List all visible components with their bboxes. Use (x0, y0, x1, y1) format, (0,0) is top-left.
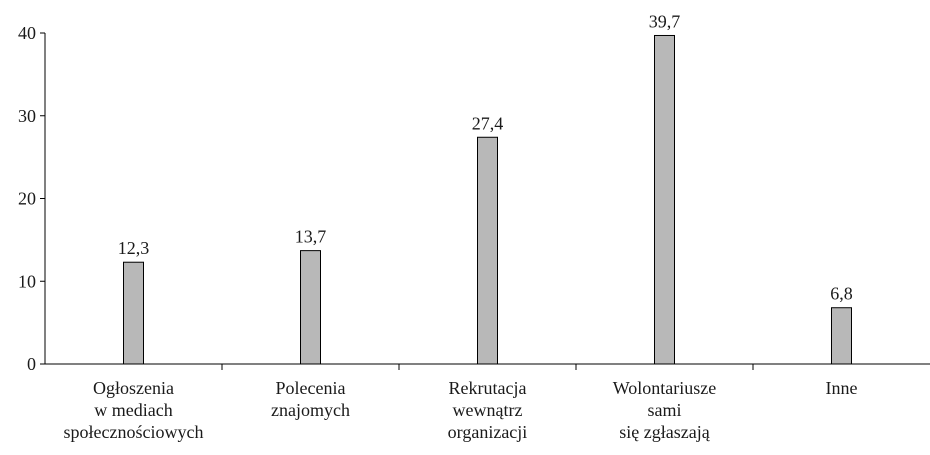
y-tick-label: 40 (18, 23, 36, 43)
bar (831, 307, 852, 365)
y-tick-label: 10 (18, 271, 36, 291)
value-label: 27,4 (472, 113, 504, 133)
value-label: 39,7 (649, 11, 681, 31)
x-tick-label: Wolontariusze sami się zgłaszają (613, 378, 717, 442)
y-tick-label: 0 (27, 354, 36, 374)
bar (123, 261, 144, 365)
value-label: 12,3 (118, 238, 150, 258)
bar (477, 136, 498, 365)
x-tick-label: Polecenia znajomych (271, 378, 350, 420)
x-tick-label: Inne (826, 378, 858, 398)
x-tick-label: Rekrutacja wewnątrz organizacji (448, 378, 528, 442)
y-tick-label: 30 (18, 106, 36, 126)
bar (654, 34, 675, 365)
bar (300, 250, 321, 365)
x-tick-label: Ogłoszenia w mediach społecznościowych (64, 378, 204, 442)
value-label: 13,7 (295, 227, 327, 247)
y-tick-label: 20 (18, 189, 36, 209)
value-label: 6,8 (830, 284, 853, 304)
